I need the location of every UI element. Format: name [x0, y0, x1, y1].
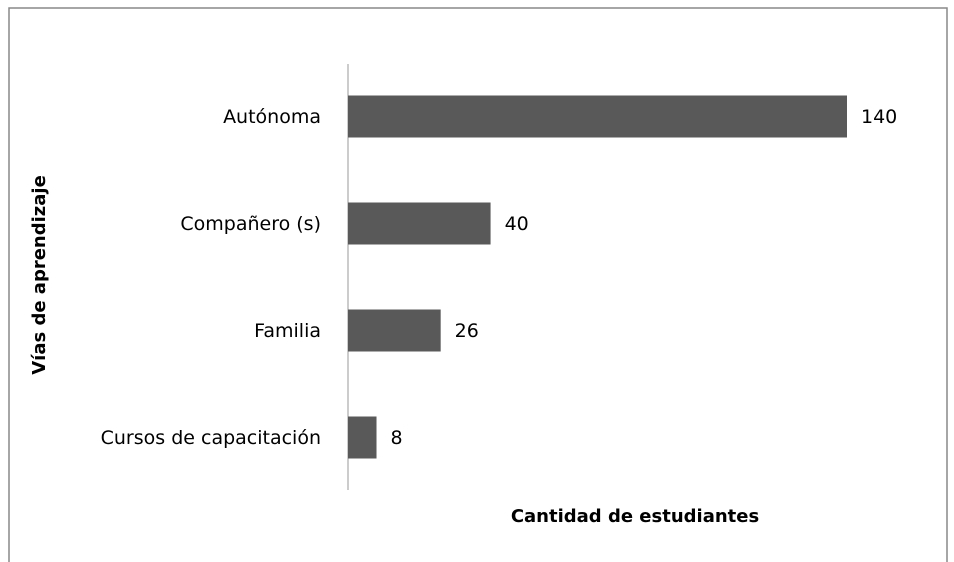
bar: [348, 309, 441, 352]
x-axis-title: Cantidad de estudiantes: [511, 506, 759, 527]
y-tick-label: Autónoma: [223, 106, 321, 128]
value-label: 26: [455, 320, 479, 342]
y-axis-title: Vías de aprendizaje: [29, 175, 50, 375]
bar: [348, 95, 847, 138]
value-label: 8: [391, 427, 403, 449]
value-label: 140: [861, 106, 897, 128]
bar: [348, 416, 377, 459]
y-tick-label: Familia: [254, 320, 321, 342]
value-label: 40: [505, 213, 529, 235]
y-tick-label: Compañero (s): [180, 213, 321, 235]
bar: [348, 202, 491, 245]
chart-border: [8, 7, 948, 562]
y-tick-label: Cursos de capacitación: [101, 427, 321, 449]
